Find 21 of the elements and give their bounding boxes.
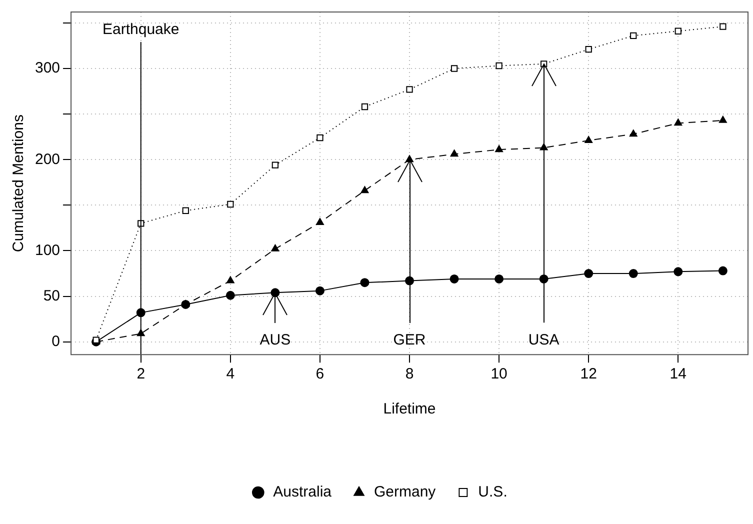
x-tick-label: 8	[405, 366, 414, 383]
x-tick-label: 4	[226, 366, 235, 383]
x-tick-label: 12	[580, 366, 597, 383]
annotation: GER	[393, 332, 426, 349]
legend-label: U.S.	[478, 484, 508, 501]
y-tick-label: 200	[34, 150, 60, 168]
ref-line-label: Earthquake	[102, 21, 180, 38]
annotation: USA	[528, 332, 560, 349]
x-tick-label: 10	[490, 366, 508, 383]
x-axis-title: Lifetime	[383, 400, 436, 418]
annotation: AUS	[260, 332, 291, 349]
legend-label: Australia	[273, 484, 332, 501]
y-axis-title: Cumulated Mentions	[10, 114, 28, 252]
y-tick-label: 0	[52, 332, 60, 350]
x-tick-label: 6	[316, 366, 324, 383]
y-tick-label: 50	[43, 287, 60, 304]
legend-label: Germany	[374, 484, 436, 501]
y-tick-label: 300	[34, 60, 60, 77]
x-tick-label: 2	[136, 366, 146, 383]
y-tick-label: 100	[34, 242, 60, 259]
x-tick-label: 14	[670, 366, 686, 383]
